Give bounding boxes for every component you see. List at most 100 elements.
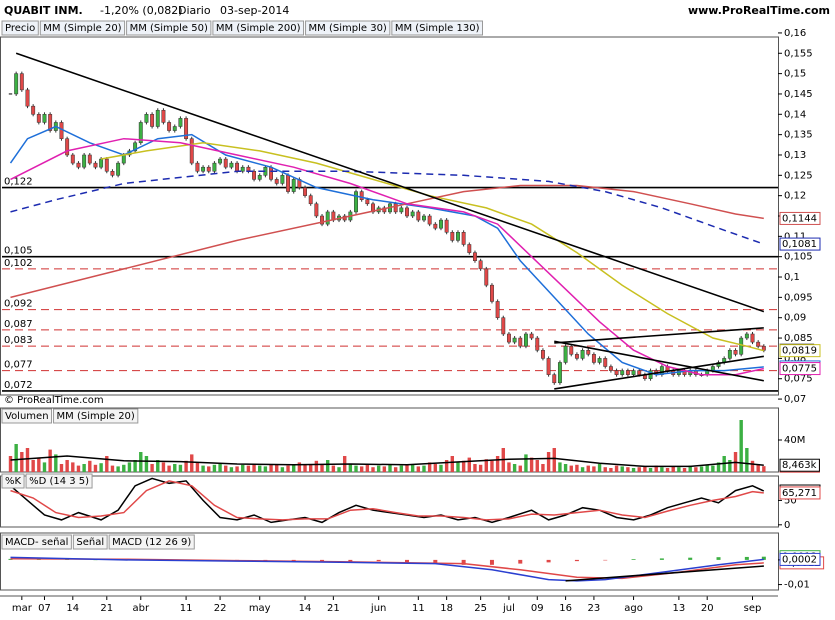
volume-bar: [235, 466, 239, 472]
series-line: [10, 137, 764, 376]
histogram-bar: [376, 559, 381, 562]
volume-bar: [456, 462, 460, 472]
x-tick-label: 18: [440, 603, 453, 614]
histogram-bar: [688, 557, 693, 560]
volume-bar: [433, 464, 438, 472]
y-tick-label: 0,085: [784, 333, 813, 344]
legend-box: [25, 473, 93, 489]
volume-bar: [654, 465, 658, 472]
volume-bar: [688, 465, 692, 472]
series-line: [9, 125, 764, 376]
volume-bar: [150, 464, 154, 472]
volume-bar: [207, 466, 211, 472]
legend-label: MACD- señal: [5, 537, 68, 548]
y-tick-label: 0,14: [784, 109, 806, 120]
volume-bar: [184, 460, 188, 472]
volume-bar: [495, 456, 500, 472]
candle: [405, 207, 409, 217]
volume-bar: [450, 456, 455, 472]
legend-box: [1, 408, 53, 424]
volume-bar: [297, 462, 302, 472]
y-tick-label: 0,12: [784, 191, 806, 202]
y-tick-label: -0,01: [784, 580, 810, 591]
candle: [756, 341, 761, 347]
candle: [433, 223, 438, 229]
volume-bar: [37, 457, 41, 472]
last-value-label: 8,463k: [782, 460, 817, 471]
volume-bar: [473, 464, 477, 472]
volume-bar: [699, 466, 704, 472]
candle: [631, 370, 636, 375]
volume-bar: [597, 464, 602, 472]
y-tick-label: 0,095: [784, 292, 813, 303]
volume-bar: [422, 465, 426, 472]
histogram-bar: [433, 559, 438, 564]
candle: [229, 162, 234, 168]
level-label: 0,072: [4, 380, 33, 391]
y-tick-label: 0,1: [784, 272, 800, 283]
last-value-box: [779, 458, 820, 472]
candle: [138, 122, 143, 144]
volume-bar: [280, 467, 285, 472]
volume-bar: [609, 468, 613, 472]
candle: [308, 195, 313, 205]
candle: [189, 138, 194, 164]
y-tick-label: 0,125: [784, 170, 813, 181]
volume-bar: [558, 462, 562, 472]
volume-bar: [54, 454, 58, 472]
histogram-bar: [574, 559, 579, 562]
last-value-label: 0,0002: [782, 554, 817, 565]
candle: [93, 162, 98, 168]
volume-bar: [637, 467, 641, 472]
x-tick-label: abr: [132, 603, 149, 614]
x-tick-label: 21: [327, 603, 340, 614]
volume-bar: [122, 464, 126, 472]
y-tick-label: 0,145: [784, 89, 813, 100]
volume-bar: [365, 464, 370, 472]
level-label: 0,092: [4, 299, 33, 310]
volume-bar: [552, 448, 556, 472]
legend-box: [108, 534, 195, 550]
volume-bar: [541, 464, 545, 472]
volume-bar: [716, 462, 721, 472]
candle: [569, 345, 574, 355]
candle: [252, 171, 257, 180]
candle: [133, 142, 138, 152]
candle: [580, 350, 585, 359]
candle: [410, 211, 415, 217]
candle: [184, 118, 189, 139]
change: -1,20% (0,082): [100, 4, 182, 17]
candle: [603, 358, 608, 367]
candle: [48, 114, 53, 131]
y-tick-label: 0,16: [784, 28, 806, 39]
legend-box: [39, 20, 126, 36]
candle: [439, 219, 443, 229]
candle: [518, 337, 523, 347]
trendline: [15, 52, 765, 313]
volume-bar: [178, 464, 183, 472]
x-tick-label: 22: [214, 603, 227, 614]
last-value-label: 0,1081: [782, 239, 817, 250]
volume-bar: [529, 457, 534, 472]
volume-bar: [416, 466, 421, 472]
candle: [274, 179, 279, 184]
level-label: 0,102: [4, 258, 33, 269]
x-tick-label: sep: [744, 603, 762, 614]
volume-bar: [580, 467, 585, 472]
candle: [240, 166, 245, 172]
volume-bar: [563, 464, 568, 472]
volume-bar: [82, 464, 86, 472]
x-tick-label: 14: [299, 603, 312, 614]
trendline: [565, 565, 764, 582]
volume-bar: [399, 465, 404, 472]
volume-bar: [535, 460, 539, 472]
legend-box: [1, 473, 25, 489]
volume-bar: [133, 460, 137, 472]
y-tick-label: 0,08: [784, 353, 806, 364]
legend-box: [53, 408, 139, 424]
legend-label: MM (Simple 30): [309, 23, 387, 34]
candle: [501, 317, 506, 335]
candle: [70, 154, 75, 164]
volume-bar: [156, 460, 160, 472]
volume-bar: [575, 464, 579, 472]
